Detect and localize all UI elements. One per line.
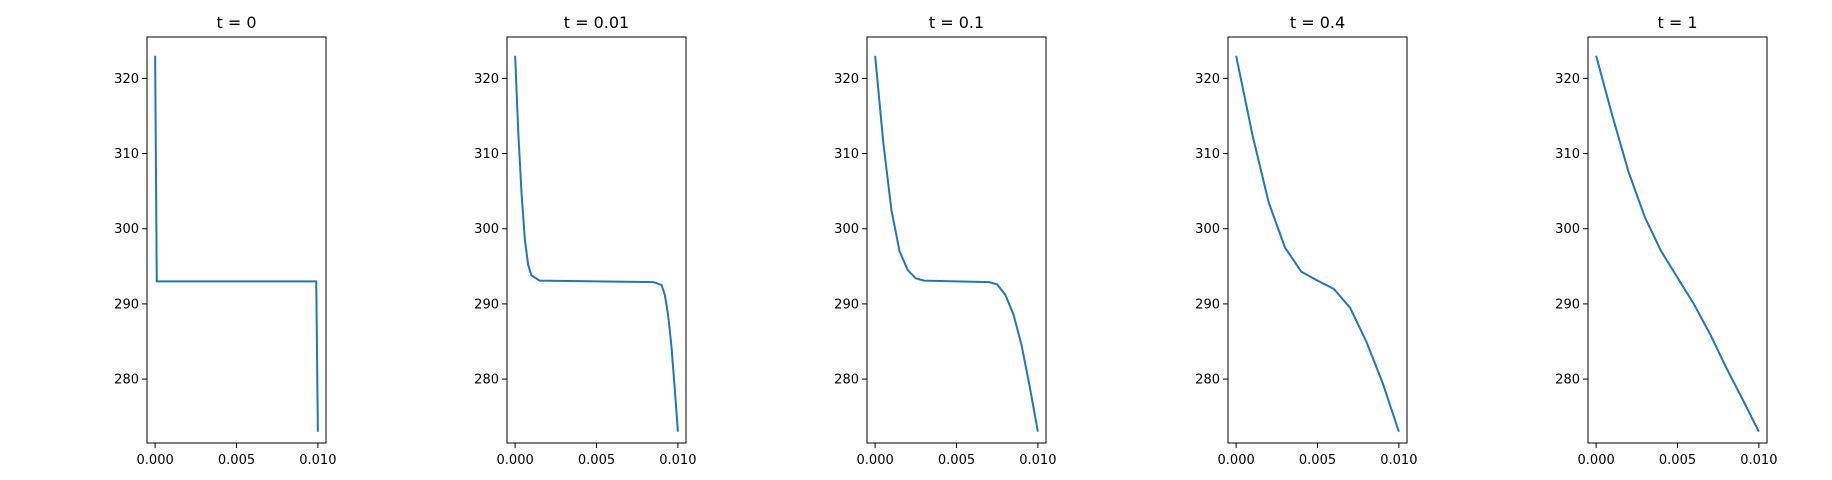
y-tick-label: 320 xyxy=(114,72,139,87)
x-tick-label: 0.000 xyxy=(1578,453,1615,468)
y-tick-label: 300 xyxy=(114,222,139,237)
y-tick-label: 300 xyxy=(1195,222,1220,237)
axes-frame xyxy=(1587,36,1768,444)
y-tick-label: 290 xyxy=(1195,297,1220,312)
y-tick-label: 280 xyxy=(114,373,139,388)
panel-1: 0.000 0.005 0.010 280 290 300 310 320 t = 0 xyxy=(114,13,336,468)
y-tick-label: 310 xyxy=(1195,147,1220,162)
y-tick-label: 310 xyxy=(474,147,499,162)
y-tick-label: 280 xyxy=(834,373,859,388)
x-tick-label: 0.000 xyxy=(1218,453,1255,468)
x-tick-label: 0.010 xyxy=(1740,453,1777,468)
y-tick-label: 320 xyxy=(1195,72,1220,87)
panel-2: 0.000 0.005 0.010 280 290 300 310 320 t = 0.01 xyxy=(474,13,696,468)
axes-frame xyxy=(1227,36,1408,444)
x-tick-label: 0.010 xyxy=(659,453,696,468)
panel-title: t = 0 xyxy=(216,13,256,32)
y-tick-label: 290 xyxy=(1555,297,1580,312)
y-tick-label: 310 xyxy=(1555,147,1580,162)
series-line xyxy=(514,55,679,432)
series-line xyxy=(1595,55,1760,433)
y-tick-label: 300 xyxy=(834,222,859,237)
x-tick-label: 0.000 xyxy=(497,453,534,468)
axes-frame xyxy=(866,36,1047,444)
axes-frame xyxy=(506,36,687,444)
x-tick-label: 0.005 xyxy=(938,453,975,468)
panel-title: t = 0.4 xyxy=(1290,13,1345,32)
y-tick-label: 290 xyxy=(114,297,139,312)
series-line xyxy=(1235,55,1400,433)
y-tick-label: 280 xyxy=(474,373,499,388)
x-tick-label: 0.005 xyxy=(578,453,615,468)
x-tick-label: 0.005 xyxy=(1299,453,1336,468)
x-tick-label: 0.005 xyxy=(218,453,255,468)
x-tick-label: 0.000 xyxy=(857,453,894,468)
y-tick-label: 310 xyxy=(834,147,859,162)
y-tick-label: 300 xyxy=(1555,222,1580,237)
panel-4: 0.000 0.005 0.010 280 290 300 310 320 t = 0.4 xyxy=(1195,13,1417,468)
panel-title: t = 0.01 xyxy=(564,13,629,32)
y-tick-label: 290 xyxy=(474,297,499,312)
y-tick-label: 290 xyxy=(834,297,859,312)
panel-5: 0.000 0.005 0.010 280 290 300 310 320 t = 1 xyxy=(1555,13,1777,468)
y-tick-label: 320 xyxy=(474,72,499,87)
x-tick-label: 0.000 xyxy=(137,453,174,468)
y-tick-label: 280 xyxy=(1195,373,1220,388)
panel-title: t = 1 xyxy=(1657,13,1697,32)
y-tick-label: 280 xyxy=(1555,373,1580,388)
series-line xyxy=(874,55,1039,432)
x-tick-label: 0.005 xyxy=(1659,453,1696,468)
x-tick-label: 0.010 xyxy=(1380,453,1417,468)
panel-title: t = 0.1 xyxy=(929,13,984,32)
axes-frame xyxy=(146,36,327,444)
x-tick-label: 0.010 xyxy=(299,453,336,468)
y-tick-label: 320 xyxy=(834,72,859,87)
y-tick-label: 320 xyxy=(1555,72,1580,87)
y-tick-label: 310 xyxy=(114,147,139,162)
panel-3: 0.000 0.005 0.010 280 290 300 310 320 t = 0.1 xyxy=(834,13,1056,468)
series-line xyxy=(154,55,319,432)
x-tick-label: 0.010 xyxy=(1019,453,1056,468)
y-tick-label: 300 xyxy=(474,222,499,237)
